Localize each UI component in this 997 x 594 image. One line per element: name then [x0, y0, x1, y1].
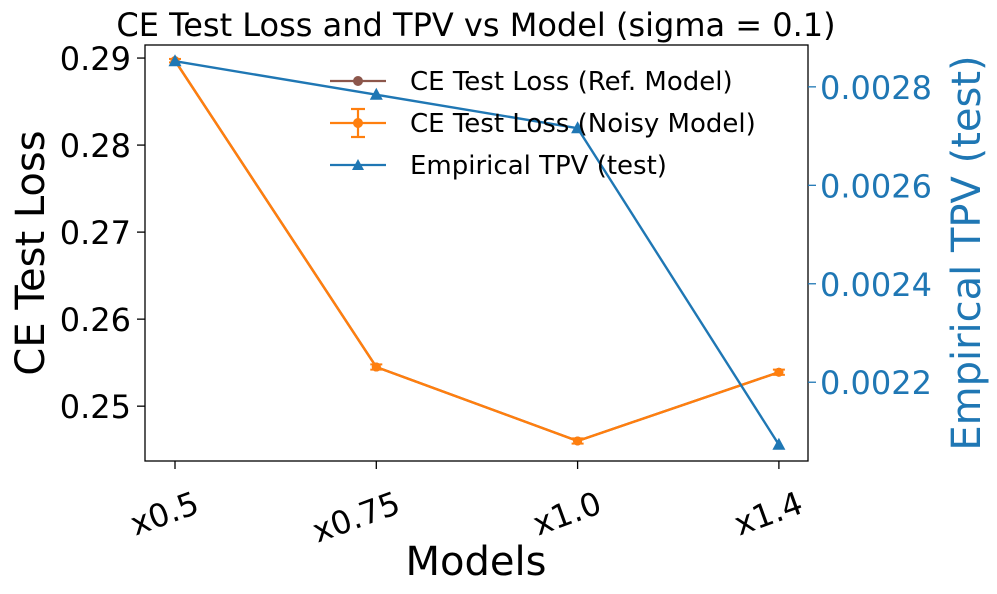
x-tick-label: x1.4: [729, 484, 808, 544]
y-axis-label-left: CE Test Loss: [8, 130, 54, 375]
data-point-1: [573, 436, 583, 446]
legend: CE Test Loss (Ref. Model) CE Test Loss (…: [330, 67, 756, 181]
chart-title: CE Test Loss and TPV vs Model (sigma = 0…: [116, 6, 835, 44]
y-axis-label-right: Empirical TPV (test): [944, 55, 990, 450]
x-axis-label: Models: [406, 539, 547, 585]
legend-item-ref-model: CE Test Loss (Ref. Model): [330, 67, 733, 97]
left-tick-label: 0.25: [60, 388, 131, 426]
legend-item-noisy-model: CE Test Loss (Noisy Model): [330, 107, 756, 139]
left-axis-ticks: 0.25 0.26 0.27 0.28 0.29: [60, 40, 145, 426]
right-tick-label: 0.0026: [820, 167, 932, 205]
data-point-1: [774, 367, 784, 377]
right-tick-label: 0.0024: [820, 266, 932, 304]
right-axis-ticks: 0.0022 0.0024 0.0026 0.0028: [808, 69, 932, 402]
legend-label-noisy-model: CE Test Loss (Noisy Model): [410, 109, 756, 139]
left-tick-label: 0.26: [60, 301, 131, 339]
plot-frame: [144, 44, 809, 462]
series-line-2: [174, 60, 780, 446]
legend-label-tpv: Empirical TPV (test): [410, 151, 667, 181]
x-tick-label: x0.5: [125, 484, 204, 544]
data-point-1: [371, 362, 381, 372]
x-tick-label: x1.0: [528, 484, 607, 544]
data-point-2: [369, 87, 383, 100]
left-tick-label: 0.28: [60, 127, 131, 165]
legend-label-ref-model: CE Test Loss (Ref. Model): [410, 67, 733, 97]
series-line-1: [173, 60, 780, 443]
right-tick-label: 0.0028: [820, 69, 932, 107]
data-point-2: [571, 121, 585, 134]
legend-item-tpv: Empirical TPV (test): [330, 151, 667, 181]
plot-lines: [168, 54, 786, 450]
x-axis-ticks: x0.5 x0.75 x1.0 x1.4: [125, 461, 808, 550]
left-tick-label: 0.27: [60, 214, 131, 252]
left-tick-label: 0.29: [60, 40, 131, 78]
x-tick-label: x0.75: [307, 484, 405, 551]
data-point-2: [168, 54, 182, 67]
data-point-2: [772, 437, 786, 450]
right-tick-label: 0.0022: [820, 364, 932, 402]
